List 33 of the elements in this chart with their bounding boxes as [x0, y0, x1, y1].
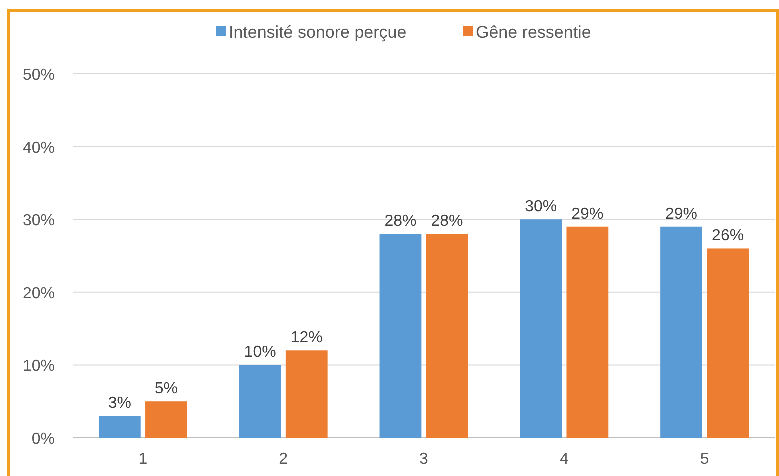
x-tick-label: 2: [279, 451, 288, 468]
y-tick-label: 40%: [22, 140, 55, 157]
bar: [707, 248, 750, 438]
bar: [566, 226, 609, 438]
text: 29%: [572, 206, 604, 223]
bar: [520, 220, 562, 438]
text: 12%: [290, 330, 323, 347]
bar: [426, 234, 468, 438]
text: 26%: [712, 228, 744, 245]
text: 28%: [431, 213, 464, 230]
bar: [660, 226, 702, 438]
y-tick-label: 0%: [32, 431, 55, 448]
y-tick-label: 20%: [22, 285, 55, 302]
bar: [286, 350, 328, 438]
x-tick-label: 3: [420, 451, 429, 468]
text: 29%: [666, 206, 698, 223]
legend-label: Gêne ressentie: [476, 23, 592, 42]
x-tick-label: 4: [560, 451, 569, 468]
legend-label: Intensité sonore perçue: [229, 23, 407, 42]
text: 28%: [384, 213, 417, 230]
y-tick-label: 30%: [22, 212, 55, 230]
bar: [239, 365, 282, 438]
text: 30%: [525, 198, 558, 216]
x-tick-label: 5: [700, 451, 710, 468]
bar: [98, 416, 141, 438]
text: 5%: [154, 380, 178, 398]
y-tick-label: 10%: [22, 358, 55, 376]
y-tick-label: 50%: [22, 67, 55, 84]
x-tick-label: 1: [138, 451, 148, 468]
bar: [380, 234, 422, 438]
text: 3%: [108, 395, 132, 412]
bar: [146, 402, 188, 438]
text: 10%: [244, 344, 276, 362]
